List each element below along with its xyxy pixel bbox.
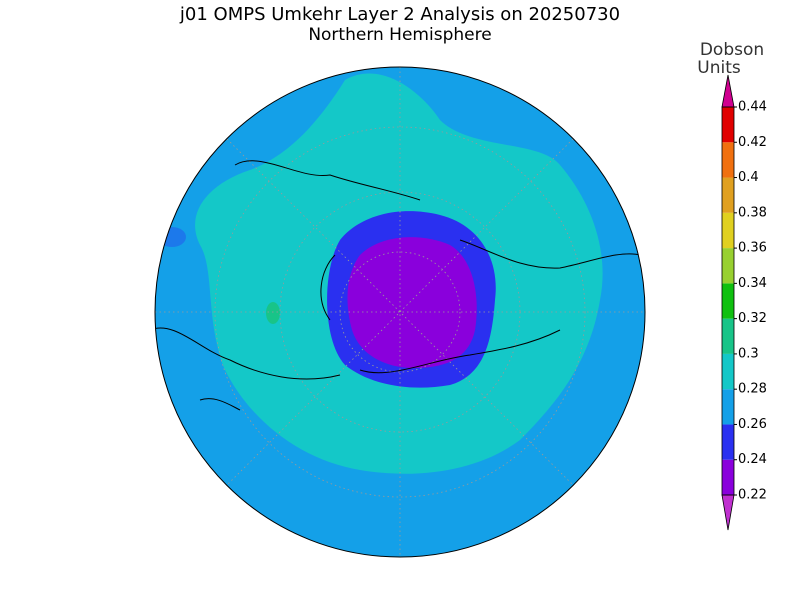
colorbar-segment xyxy=(722,177,734,213)
map-title: j01 OMPS Umkehr Layer 2 Analysis on 2025… xyxy=(179,4,620,25)
colorbar-tick-label: 0.3 xyxy=(738,346,759,361)
colorbar-label: Dobson xyxy=(700,40,764,60)
coastline xyxy=(155,160,641,411)
colorbar-tick-label: 0.36 xyxy=(738,241,767,256)
colorbar-segment xyxy=(722,424,734,460)
map-subtitle: Northern Hemisphere xyxy=(308,25,491,45)
colorbar-segment xyxy=(722,389,734,425)
colorbar-segment xyxy=(722,142,734,178)
colorbar-segment xyxy=(722,318,734,354)
colorbar-tick-label: 0.38 xyxy=(738,205,767,220)
colorbar-tick-label: 0.24 xyxy=(738,452,767,467)
field-region xyxy=(347,237,477,368)
colorbar-tick-label: 0.28 xyxy=(738,382,767,397)
colorbar-tick-label: 0.26 xyxy=(738,417,767,432)
colorbar-label: Units xyxy=(697,58,741,78)
field-region xyxy=(266,302,280,324)
map-border xyxy=(154,66,646,558)
latitude-line xyxy=(339,251,461,373)
colorbar-tick-label: 0.42 xyxy=(738,135,767,150)
colorbar-segment xyxy=(722,248,734,284)
colorbar-segment xyxy=(722,459,734,495)
colorbar-tick-label: 0.4 xyxy=(738,170,759,185)
polar-map xyxy=(155,67,645,557)
colorbar-segment xyxy=(722,107,734,143)
colorbar-over xyxy=(721,74,735,108)
colorbar-tick-label: 0.44 xyxy=(738,100,767,115)
colorbar-tick-label: 0.34 xyxy=(738,276,767,291)
colorbar-frame xyxy=(721,106,735,496)
colorbar: 0.22 0.24 0.26 0.28 0.3 0.32 0.34 0.36 0.38 0.4 0.… xyxy=(721,74,767,531)
colorbar-segment xyxy=(722,283,734,319)
colorbar-segment xyxy=(722,353,734,390)
colorbar-under xyxy=(721,494,735,531)
field-region xyxy=(158,227,186,247)
colorbar-segment xyxy=(722,212,734,249)
colorbar-tick-label: 0.22 xyxy=(738,488,767,503)
colorbar-tick-label: 0.32 xyxy=(738,311,767,326)
